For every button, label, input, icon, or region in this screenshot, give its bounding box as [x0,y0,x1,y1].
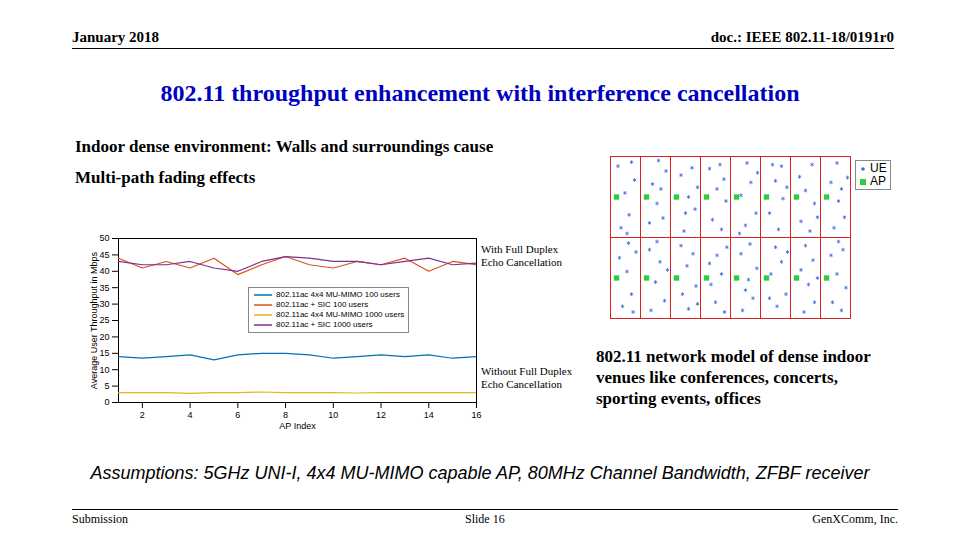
svg-text:Average User Throughput in Mbp: Average User Throughput in Mbps [89,251,99,389]
html-text:802.11ac 4x4 MU-MIMO 100 users: 802.11ac 4x4 MU-MIMO 100 users [276,290,400,299]
html-text:AP: AP [870,174,886,188]
html-text:Multi-path fading effects: Multi-path fading effects [75,168,256,187]
html-text:802.11ac 4x4 MU-MIMO 1000 user: 802.11ac 4x4 MU-MIMO 1000 users [276,310,405,319]
html-text:GenXComm, Inc.: GenXComm, Inc. [812,512,898,526]
svg-text:45: 45 [99,250,109,260]
html-text:With Full Duplex Echo Cancella: With Full Duplex Echo Cancellation [481,243,562,268]
svg-text:10: 10 [99,365,109,375]
svg-text:6: 6 [235,410,240,420]
html-text:Without Full Duplex Echo Cance: Without Full Duplex Echo Cancellation [481,365,573,390]
html-text:Slide 16: Slide 16 [465,512,505,526]
svg-text:10: 10 [328,410,338,420]
svg-text:16: 16 [471,410,481,420]
svg-text:4: 4 [188,410,193,420]
html-text:Submission: Submission [72,512,128,526]
html-text:Indoor dense environment: Wall: Indoor dense environment: Walls and surr… [75,137,494,156]
html-text:Assumptions: 5GHz UNI-I, 4x4 M: Assumptions: 5GHz UNI-I, 4x4 MU-MIMO cap… [90,463,870,483]
svg-text:0: 0 [104,397,109,407]
svg-text:AP Index: AP Index [279,421,316,431]
svg-text:30: 30 [99,299,109,309]
svg-text:50: 50 [99,233,109,243]
html-text:802.11 network model of dense: 802.11 network model of dense indoor ven… [596,347,871,408]
svg-text:40: 40 [99,266,109,276]
html-text:802.11ac + SIC 100 users: 802.11ac + SIC 100 users [276,300,369,309]
svg-text:5: 5 [104,381,109,391]
svg-text:8: 8 [283,410,288,420]
html-text:January 2018: January 2018 [72,29,160,45]
html-text:UE: UE [870,161,887,175]
html-text:doc.: IEEE 802.11-18/0191r0: doc.: IEEE 802.11-18/0191r0 [710,29,894,45]
svg-text:25: 25 [99,315,109,325]
html-text:802.11 throughput enhancement: 802.11 throughput enhancement with inter… [160,80,800,106]
svg-text:20: 20 [99,332,109,342]
svg-text:35: 35 [99,283,109,293]
svg-text:12: 12 [376,410,386,420]
svg-text:14: 14 [424,410,434,420]
html-text:802.11ac + SIC 1000 users: 802.11ac + SIC 1000 users [276,320,373,329]
svg-text:2: 2 [140,410,145,420]
svg-text:15: 15 [99,348,109,358]
